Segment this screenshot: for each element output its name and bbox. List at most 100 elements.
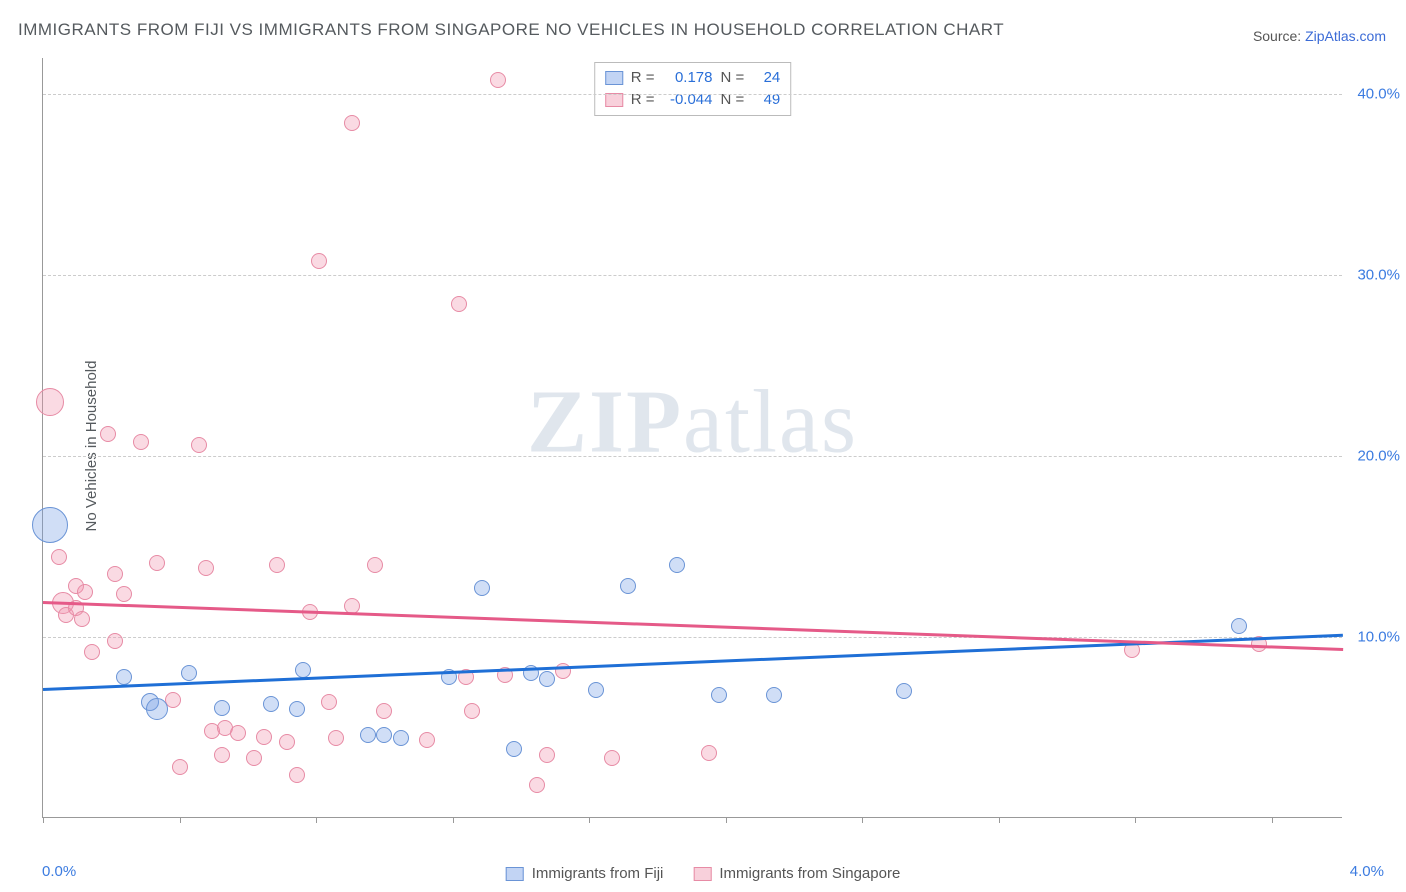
swatch-fiji: [605, 71, 623, 85]
legend-item-singapore: Immigrants from Singapore: [693, 865, 900, 882]
stats-n-label: N =: [721, 67, 745, 89]
x-tick: [862, 817, 863, 823]
data-point: [321, 694, 337, 710]
x-tick: [1135, 817, 1136, 823]
data-point: [490, 72, 506, 88]
grid-line: [43, 94, 1342, 95]
data-point: [328, 730, 344, 746]
x-tick: [726, 817, 727, 823]
data-point: [133, 434, 149, 450]
data-point: [256, 729, 272, 745]
source-link[interactable]: ZipAtlas.com: [1305, 28, 1386, 44]
data-point: [279, 734, 295, 750]
data-point: [74, 611, 90, 627]
data-point: [1231, 618, 1247, 634]
data-point: [539, 747, 555, 763]
legend-bottom: Immigrants from Fiji Immigrants from Sin…: [506, 865, 901, 882]
y-tick-label: 30.0%: [1357, 267, 1400, 284]
data-point: [669, 557, 685, 573]
x-tick: [1272, 817, 1273, 823]
data-point: [588, 682, 604, 698]
grid-line: [43, 275, 1342, 276]
data-point: [51, 549, 67, 565]
data-point: [246, 750, 262, 766]
stats-r-singapore: -0.044: [663, 89, 713, 111]
y-tick-label: 20.0%: [1357, 448, 1400, 465]
y-tick-label: 10.0%: [1357, 629, 1400, 646]
watermark: ZIPatlas: [527, 371, 858, 474]
data-point: [181, 665, 197, 681]
data-point: [77, 584, 93, 600]
data-point: [896, 683, 912, 699]
stats-r-label-2: R =: [631, 89, 655, 111]
data-point: [116, 669, 132, 685]
data-point: [214, 747, 230, 763]
x-axis-min-label: 0.0%: [42, 863, 76, 880]
data-point: [474, 580, 490, 596]
chart-title: IMMIGRANTS FROM FIJI VS IMMIGRANTS FROM …: [18, 20, 1004, 40]
x-tick: [589, 817, 590, 823]
data-point: [198, 560, 214, 576]
data-point: [263, 696, 279, 712]
data-point: [32, 507, 68, 543]
grid-line: [43, 456, 1342, 457]
data-point: [464, 703, 480, 719]
data-point: [766, 687, 782, 703]
data-point: [149, 555, 165, 571]
legend-label-fiji: Immigrants from Fiji: [532, 865, 664, 882]
data-point: [344, 115, 360, 131]
x-tick: [43, 817, 44, 823]
stats-n-singapore: 49: [752, 89, 780, 111]
data-point: [701, 745, 717, 761]
stats-row-fiji: R = 0.178 N = 24: [605, 67, 781, 89]
source-label: Source:: [1253, 28, 1305, 44]
x-tick: [180, 817, 181, 823]
data-point: [539, 671, 555, 687]
x-tick: [453, 817, 454, 823]
stats-row-singapore: R = -0.044 N = 49: [605, 89, 781, 111]
trend-line: [43, 601, 1343, 651]
stats-r-label: R =: [631, 67, 655, 89]
y-tick-label: 40.0%: [1357, 86, 1400, 103]
data-point: [172, 759, 188, 775]
data-point: [529, 777, 545, 793]
data-point: [295, 662, 311, 678]
source-attribution: Source: ZipAtlas.com: [1253, 28, 1386, 44]
stats-r-fiji: 0.178: [663, 67, 713, 89]
data-point: [107, 566, 123, 582]
data-point: [84, 644, 100, 660]
x-tick: [999, 817, 1000, 823]
plot-area: ZIPatlas R = 0.178 N = 24 R = -0.044 N =…: [42, 58, 1342, 818]
data-point: [620, 578, 636, 594]
data-point: [376, 727, 392, 743]
data-point: [146, 698, 168, 720]
data-point: [360, 727, 376, 743]
legend-swatch-singapore: [693, 867, 711, 881]
legend-label-singapore: Immigrants from Singapore: [719, 865, 900, 882]
legend-swatch-fiji: [506, 867, 524, 881]
data-point: [451, 296, 467, 312]
data-point: [289, 701, 305, 717]
grid-line: [43, 637, 1342, 638]
stats-legend-box: R = 0.178 N = 24 R = -0.044 N = 49: [594, 62, 792, 116]
data-point: [419, 732, 435, 748]
x-tick: [316, 817, 317, 823]
data-point: [604, 750, 620, 766]
data-point: [269, 557, 285, 573]
data-point: [214, 700, 230, 716]
data-point: [230, 725, 246, 741]
data-point: [36, 388, 64, 416]
data-point: [367, 557, 383, 573]
stats-n-label-2: N =: [721, 89, 745, 111]
data-point: [107, 633, 123, 649]
data-point: [289, 767, 305, 783]
data-point: [116, 586, 132, 602]
legend-item-fiji: Immigrants from Fiji: [506, 865, 664, 882]
data-point: [711, 687, 727, 703]
data-point: [506, 741, 522, 757]
chart-container: IMMIGRANTS FROM FIJI VS IMMIGRANTS FROM …: [0, 0, 1406, 892]
data-point: [311, 253, 327, 269]
data-point: [191, 437, 207, 453]
data-point: [376, 703, 392, 719]
data-point: [393, 730, 409, 746]
